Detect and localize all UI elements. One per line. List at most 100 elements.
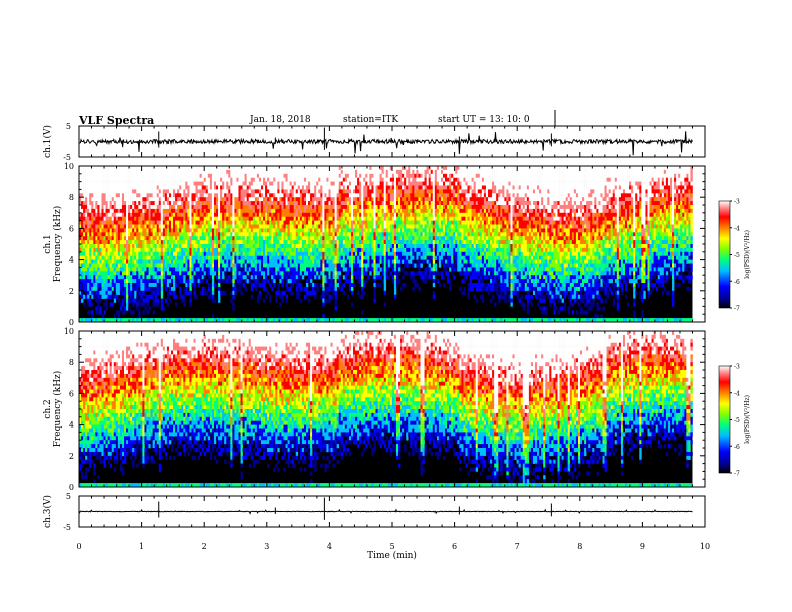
spectrogram-cell — [241, 267, 243, 271]
spectrogram-cell — [149, 236, 151, 240]
spectrogram-cell — [169, 193, 171, 197]
spectrogram-cell — [202, 240, 204, 244]
spectrogram-cell — [161, 299, 163, 303]
spectrogram-cell — [243, 186, 245, 190]
spectrogram-cell — [351, 217, 353, 221]
spectrogram-cell — [194, 267, 196, 271]
spectrogram-cell — [87, 248, 89, 252]
spectrogram-cell — [241, 170, 243, 174]
spectrogram-cell — [114, 252, 116, 256]
spectrogram-cell — [114, 275, 116, 279]
spectrogram-cell — [159, 264, 161, 268]
spectrogram-cell — [122, 182, 124, 186]
spectrogram-cell — [290, 264, 292, 268]
spectrogram-cell — [106, 193, 108, 197]
spectrogram-cell — [236, 252, 238, 256]
spectrogram-cell — [298, 291, 300, 295]
spectrogram-cell — [136, 256, 138, 260]
spectrogram-cell — [95, 225, 97, 229]
spectrogram-cell — [142, 256, 144, 260]
spectrogram-cell — [351, 213, 353, 217]
spectrogram-cell — [104, 178, 106, 182]
spectrogram-cell — [251, 283, 253, 287]
spectrogram-cell — [161, 205, 163, 209]
spectrogram-cell — [322, 213, 324, 217]
spectrogram-cell — [163, 217, 165, 221]
spectrogram-cell — [245, 197, 247, 201]
spectrogram-cell — [163, 236, 165, 240]
spectrogram-cell — [175, 248, 177, 252]
spectrogram-cell — [298, 287, 300, 291]
spectrogram-cell — [347, 240, 349, 244]
spectrogram-cell — [169, 271, 171, 275]
spectrogram-cell — [177, 264, 179, 268]
spectrogram-cell — [298, 186, 300, 190]
spectrogram-cell — [91, 295, 93, 299]
spectrogram-cell — [216, 240, 218, 244]
spectrogram-cell — [261, 182, 263, 186]
spectrogram-cell — [326, 264, 328, 268]
spectrogram-cell — [331, 264, 333, 268]
spectrogram-cell — [220, 232, 222, 236]
spectrogram-cell — [183, 256, 185, 260]
spectrogram-cell — [339, 189, 341, 193]
spectrogram-cell — [267, 240, 269, 244]
spectrogram-cell — [124, 225, 126, 229]
spectrogram-cell — [304, 248, 306, 252]
spectrogram-cell — [290, 260, 292, 264]
spectrogram-cell — [226, 209, 228, 213]
spectrogram-cell — [226, 205, 228, 209]
spectrogram-cell — [363, 252, 365, 256]
spectrogram-cell — [159, 260, 161, 264]
spectrogram-cell — [126, 228, 128, 232]
spectrogram-cell — [245, 201, 247, 205]
spectrogram-cell — [296, 174, 298, 178]
spectrogram-cell — [118, 291, 120, 295]
spectrogram-cell — [194, 197, 196, 201]
spectrogram-cell — [118, 264, 120, 268]
spectrogram-cell — [185, 178, 187, 182]
spectrogram-cell — [351, 201, 353, 205]
spectrogram-cell — [153, 228, 155, 232]
spectrogram-cell — [294, 182, 296, 186]
spectrogram-cell — [224, 225, 226, 229]
spectrogram-cell — [281, 170, 283, 174]
spectrogram-cell — [378, 174, 380, 178]
spectrogram-cell — [153, 299, 155, 303]
spectrogram-cell — [249, 170, 251, 174]
spectrogram-cell — [247, 201, 249, 205]
spectrogram-cell — [169, 264, 171, 268]
spectrogram-cell — [134, 174, 136, 178]
spectrogram-cell — [312, 252, 314, 256]
spectrogram-cell — [288, 244, 290, 248]
spectrogram-cell — [267, 205, 269, 209]
spectrogram-cell — [189, 201, 191, 205]
spectrogram-cell — [316, 225, 318, 229]
spectrogram-cell — [300, 260, 302, 264]
spectrogram-cell — [151, 205, 153, 209]
spectrogram-cell — [261, 201, 263, 205]
spectrogram-cell — [89, 182, 91, 186]
spectrogram-cell — [367, 248, 369, 252]
spectrogram-cell — [128, 221, 130, 225]
spectrogram-cell — [220, 166, 222, 170]
spectrogram-cell — [357, 186, 359, 190]
spectrogram-cell — [130, 205, 132, 209]
spectrogram-cell — [249, 201, 251, 205]
spectrogram-cell — [189, 252, 191, 256]
spectrogram-cell — [298, 271, 300, 275]
spectrogram-cell — [286, 256, 288, 260]
spectrogram-cell — [200, 291, 202, 295]
spectrogram-cell — [306, 174, 308, 178]
spectrogram-cell — [281, 271, 283, 275]
spectrogram-cell — [271, 240, 273, 244]
spectrogram-cell — [220, 182, 222, 186]
spectrogram-cell — [288, 256, 290, 260]
spectrogram-cell — [373, 287, 375, 291]
spectrogram-cell — [275, 267, 277, 271]
spectrogram-cell — [87, 267, 89, 271]
spectrogram-cell — [308, 221, 310, 225]
spectrogram-cell — [222, 182, 224, 186]
spectrogram-cell — [236, 205, 238, 209]
spectrogram-cell — [324, 225, 326, 229]
